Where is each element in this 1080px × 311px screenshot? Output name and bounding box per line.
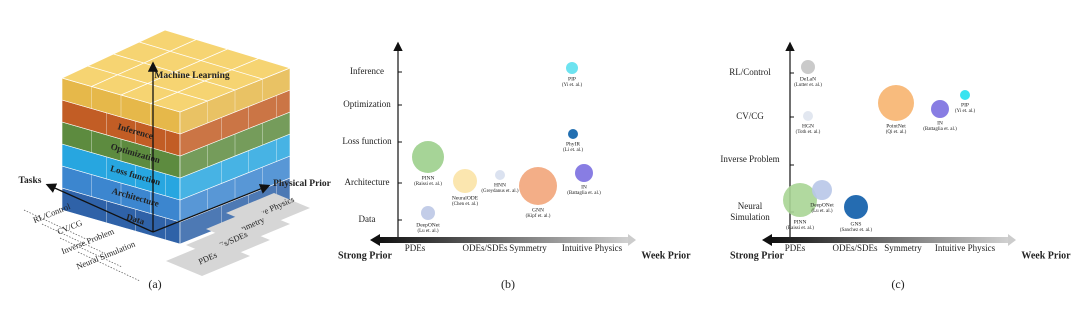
- task-line: [77, 251, 141, 282]
- top-grid: [139, 41, 263, 80]
- y-label: Data: [359, 214, 376, 224]
- bubble: [453, 169, 477, 193]
- bubble-label: PIP: [961, 102, 969, 108]
- y-label: RL/Control: [729, 67, 771, 77]
- bubble-cite: (Raissi et. al.): [414, 182, 442, 187]
- caption: (b): [501, 277, 515, 291]
- bubble-cite: (Battaglia et. al.): [567, 191, 601, 196]
- bubble-label: IN: [937, 120, 943, 126]
- prior-axis: [152, 184, 271, 233]
- bubble-label: HNN: [494, 182, 506, 188]
- ml-label: Machine Learning: [154, 71, 229, 81]
- caption: (a): [148, 277, 161, 291]
- y-label: Inference: [350, 66, 384, 76]
- bubble-label: NeuralODE: [452, 195, 479, 201]
- x-label: Intuitive Physics: [562, 243, 623, 253]
- bubble-label: PINN: [422, 175, 435, 181]
- y-label: Loss function: [342, 136, 392, 146]
- bubble: [801, 60, 815, 74]
- bubble: [783, 183, 817, 217]
- y-label: Neural Simulation: [730, 201, 770, 222]
- y-label: Architecture: [345, 177, 390, 187]
- task-label: RL/Control: [32, 201, 73, 225]
- bubble: [960, 90, 970, 100]
- bubble: [421, 206, 435, 220]
- x-axis-head: [628, 234, 636, 246]
- bubble: [878, 85, 914, 121]
- bubble-label: PINN: [794, 219, 807, 225]
- bubble-cite: (Kipf et. al.): [526, 214, 551, 219]
- bubble: [495, 170, 505, 180]
- caption: (c): [891, 277, 904, 291]
- weak-prior: Week Prior: [641, 250, 691, 261]
- bubble-cite: (Battaglia et. al.): [923, 127, 957, 132]
- tasks-axis: [45, 183, 154, 233]
- x-label: ODEs/SDEs: [462, 243, 508, 253]
- tasks-label: Tasks: [19, 176, 42, 186]
- x-label: PDEs: [785, 243, 806, 253]
- bubble: [931, 100, 949, 118]
- bubble-cite: (Yi et. al.): [955, 109, 976, 114]
- task-line: [59, 237, 123, 268]
- y-label: Optimization: [343, 99, 391, 109]
- task-line: [23, 209, 87, 240]
- bubble: [519, 167, 557, 205]
- bubble: [568, 129, 578, 139]
- bubble-label: DeepONet: [810, 202, 834, 208]
- top-grid: [150, 58, 259, 104]
- y-label: CV/CG: [736, 111, 764, 121]
- x-label: Intuitive Physics: [935, 243, 996, 253]
- bubble: [812, 180, 832, 200]
- bubble-label: IN: [581, 184, 587, 190]
- x-label: Symmetry: [884, 243, 922, 253]
- top-grid: [113, 53, 236, 91]
- bubble-label: GNN: [532, 207, 544, 213]
- bubble: [844, 195, 868, 219]
- x-label: PDEs: [405, 243, 426, 253]
- x-label: ODEs/SDEs: [832, 243, 878, 253]
- bubble: [412, 141, 444, 173]
- bubble-cite: (Sanchez et. al.): [840, 228, 873, 233]
- bubble-cite: (Li et. al.): [563, 148, 583, 153]
- prior-bar: [166, 241, 250, 276]
- y-label: Inverse Problem: [720, 154, 780, 164]
- bubble-label: PhyIR: [566, 141, 580, 147]
- bubble: [566, 62, 578, 74]
- bubble-cite: (Lu et. al.): [811, 209, 832, 214]
- prior-label: Physical Prior: [273, 179, 332, 189]
- x-label: Symmetry: [509, 243, 547, 253]
- bubble-cite: (Raissi et. al.): [786, 226, 814, 231]
- strong-prior: Strong Prior: [730, 250, 785, 261]
- bubble-label: DeLaN: [800, 76, 816, 82]
- bubble-cite: (Qi et. al.): [886, 130, 907, 135]
- bubble-cite: (Chen et. al.): [452, 202, 478, 207]
- x-axis-head: [762, 234, 772, 246]
- task-label: CV/CG: [56, 218, 84, 237]
- x-axis-bar: [770, 237, 1008, 243]
- bubble-cite: (Yi et. al.): [562, 83, 583, 88]
- bubble: [803, 111, 813, 121]
- bubble-cite: (Lu et. al.): [417, 229, 438, 234]
- strong-prior: Strong Prior: [338, 250, 393, 261]
- bubble-cite: (Greydanus et. al.): [481, 189, 519, 194]
- bubble-label: DeepONet: [416, 222, 440, 228]
- weak-prior: Week Prior: [1021, 250, 1071, 261]
- bubble-label: GNS: [850, 221, 861, 227]
- bubble-cite: (Toth et. al.): [796, 130, 821, 135]
- bubble-label: PointNet: [886, 123, 906, 129]
- x-axis-head: [1008, 234, 1016, 246]
- task-line: [41, 223, 105, 254]
- x-axis-head: [370, 234, 380, 246]
- x-axis-bar: [378, 237, 628, 243]
- bubble-label: HGN: [802, 123, 814, 129]
- bubble-label: PIP: [568, 76, 576, 82]
- bubble-cite: (Lutter et. al.): [794, 83, 822, 88]
- bubble: [575, 164, 593, 182]
